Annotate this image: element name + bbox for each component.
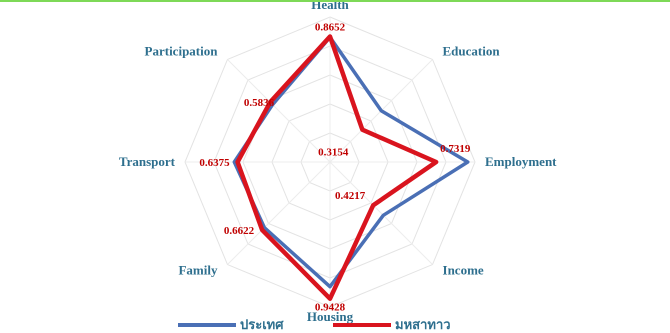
axis-label-income: Income	[443, 263, 484, 278]
series-line-2	[235, 34, 439, 301]
data-label-participation: 0.5836	[244, 97, 275, 109]
legend: ประเทศ มหสาทาว	[178, 317, 451, 332]
axis-label-housing: Housing	[307, 309, 354, 324]
data-label-employment: 0.7319	[440, 143, 471, 155]
axis-label-health: Health	[311, 2, 349, 12]
data-label-education: 0.3154	[318, 147, 349, 159]
spoke-participation	[227, 59, 331, 163]
axis-label-family: Family	[178, 263, 217, 278]
spoke-family	[227, 161, 331, 265]
legend-label-1: ประเทศ	[240, 317, 284, 332]
axis-labels: Health Education Employment Income Housing Fa…	[119, 2, 557, 324]
axis-label-transport: Transport	[119, 154, 176, 169]
radar-series	[232, 34, 470, 301]
axis-label-participation: Participation	[145, 43, 219, 58]
axis-label-education: Education	[443, 43, 501, 58]
data-label-transport: 0.6375	[199, 157, 230, 169]
data-label-housing: 0.9428	[315, 302, 346, 314]
data-label-health: 0.8652	[315, 22, 346, 34]
data-label-income: 0.4217	[335, 190, 366, 202]
spoke-income	[329, 161, 433, 265]
data-label-family: 0.6622	[224, 225, 255, 237]
legend-label-2: มหสาทาว	[395, 317, 451, 332]
axis-label-employment: Employment	[485, 154, 557, 169]
data-labels: 0.8652 0.3154 0.7319 0.4217 0.9428 0.6622 0.63…	[199, 22, 471, 314]
